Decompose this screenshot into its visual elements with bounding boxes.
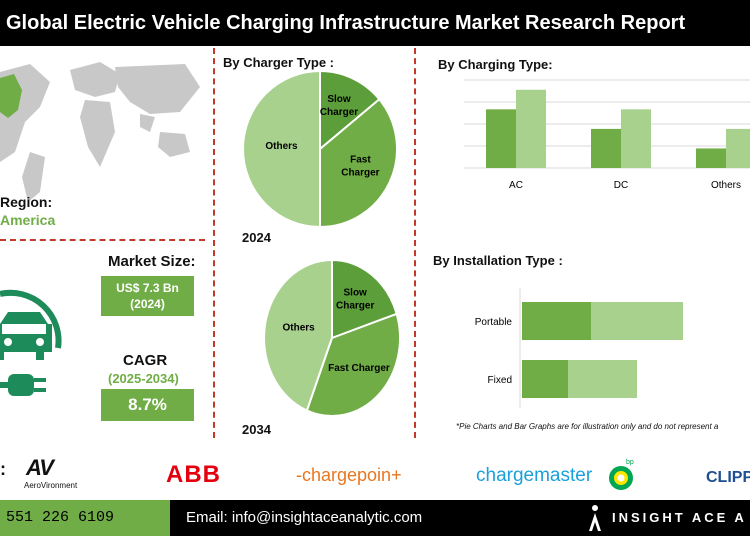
footer-email[interactable]: Email: info@insightaceanalytic.com xyxy=(186,509,423,526)
charging-type-bar-chart: AC DC Others xyxy=(464,79,750,191)
clipper-logo: CLIPP xyxy=(706,469,750,486)
illustration-note: *Pie Charts and Bar Graphs are for illus… xyxy=(456,422,719,431)
pie-label-slow-charger: Slow Charger xyxy=(320,94,358,118)
bar-ac-2 xyxy=(516,89,546,168)
pie-label-others: Others xyxy=(265,141,298,152)
bar-ac-1 xyxy=(486,109,516,168)
x-tick-label: AC xyxy=(509,180,523,191)
bar-others-1 xyxy=(696,148,726,168)
pie-label-fast-charger: Fast Charger xyxy=(341,154,379,178)
pie-label-others: Others xyxy=(282,323,315,334)
aerovironment-name: AeroVironment xyxy=(24,481,78,490)
y-tick-label: Portable xyxy=(475,317,513,328)
bar-fixed-2 xyxy=(568,360,637,398)
market-size-year: (2024) xyxy=(130,297,165,311)
pie-year-2024: 2024 xyxy=(242,230,271,245)
abb-logo: ABB xyxy=(166,461,221,488)
bar-portable-2 xyxy=(591,302,683,340)
pie-chart-2034: Others Slow Charger Fast Charger xyxy=(263,258,401,417)
market-size-box: US$ 7.3 Bn (2024) xyxy=(101,276,194,316)
x-tick-label: Others xyxy=(711,180,741,191)
pie-slice-slow-charger xyxy=(331,258,398,340)
report-title: Global Electric Vehicle Charging Infrast… xyxy=(0,0,750,46)
insightace-logo-icon xyxy=(589,505,601,531)
region-divider xyxy=(0,239,205,241)
installation-type-bar-chart: Portable Fixed xyxy=(475,288,683,408)
pie-slice-fast-charger xyxy=(305,312,401,417)
market-size-value: US$ 7.3 Bn xyxy=(116,281,179,295)
charging-type-title: By Charging Type: xyxy=(438,57,553,72)
bar-dc-2 xyxy=(621,109,651,168)
left-divider xyxy=(213,48,215,438)
y-tick-label: Fixed xyxy=(488,375,512,386)
x-tick-label: DC xyxy=(614,180,628,191)
bar-portable-1 xyxy=(522,302,591,340)
pie-slice-others xyxy=(242,69,321,229)
footer-bar: 551 226 6109 Email: info@insightaceanaly… xyxy=(0,500,750,536)
pie-year-2034: 2034 xyxy=(242,422,271,437)
logos-colon: : xyxy=(0,459,6,479)
installation-type-title: By Installation Type : xyxy=(433,253,563,268)
footer-phone: 551 226 6109 xyxy=(0,500,170,536)
pie-label-fast-charger: Fast Charger xyxy=(328,363,390,374)
region-label: Region: xyxy=(0,194,53,210)
pie-label-slow-charger: Slow Charger xyxy=(336,287,374,311)
charger-type-title: By Charger Type : xyxy=(223,55,335,70)
cagr-value: 8.7% xyxy=(101,389,194,421)
pie-slice-others xyxy=(263,258,333,412)
aerovironment-logo: AV xyxy=(26,455,54,480)
bar-dc-1 xyxy=(591,128,621,168)
middle-divider xyxy=(414,48,416,438)
market-size-label: Market Size: xyxy=(108,253,196,270)
chargemaster-logo: chargemaster xyxy=(476,465,593,486)
cagr-label: CAGR xyxy=(123,352,168,369)
footer-brand: INSIGHT ACE A xyxy=(612,510,747,525)
pie-chart-2024: Others Slow Charger Fast Charger xyxy=(242,69,398,229)
pie-slice-slow-charger xyxy=(319,69,381,152)
region-value: America xyxy=(0,212,56,228)
cagr-period: (2025-2034) xyxy=(108,371,179,386)
world-map xyxy=(0,62,200,202)
ev-charging-car-icon xyxy=(0,289,62,396)
bar-fixed-1 xyxy=(522,360,568,398)
chargepoint-logo: -chargepoin+ xyxy=(296,465,402,485)
pie-slice-fast-charger xyxy=(319,97,398,229)
bp-helios-icon xyxy=(609,466,633,490)
bar-others-2 xyxy=(726,128,750,168)
logos-row: : AV AeroVironment ABB -chargepoin+ char… xyxy=(0,455,750,500)
bp-text: bp xyxy=(626,459,634,466)
